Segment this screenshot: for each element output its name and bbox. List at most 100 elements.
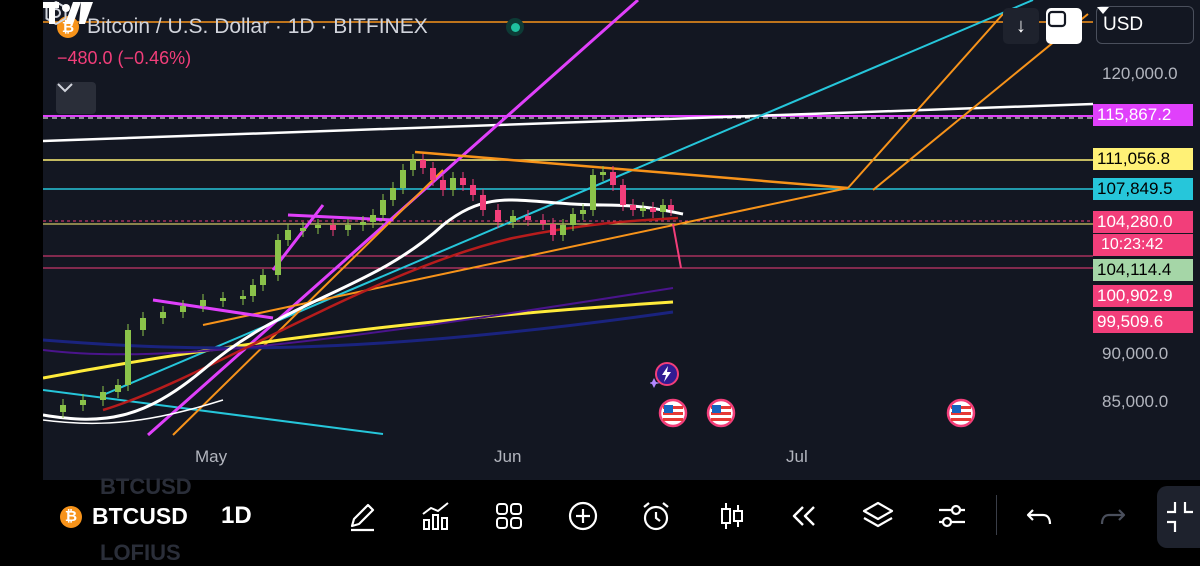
redo-button[interactable] (1095, 498, 1131, 534)
price-change: −480.0 (−0.46%) (57, 48, 192, 68)
indicators-button[interactable] (418, 498, 454, 534)
arrow-down-icon: ↓ (1016, 14, 1026, 37)
collapse-legend-button[interactable] (56, 82, 96, 114)
currency-select[interactable]: USD (1096, 6, 1194, 44)
candle-body (450, 178, 456, 190)
time-axis-label: Jun (494, 447, 522, 466)
price-tag-red[interactable]: 100,902.9 (1093, 285, 1193, 307)
undo-button[interactable] (1021, 498, 1057, 534)
symbol-search-button[interactable]: ₿ BTCUSD (60, 503, 192, 530)
candle-body (285, 230, 291, 240)
candle-body (590, 175, 596, 210)
price-tag-cyan[interactable]: 107,849.5 (1093, 178, 1193, 200)
price-axis-label: 85,000.0 (1102, 392, 1169, 411)
candle-body (525, 216, 531, 220)
candle-body (560, 225, 566, 235)
candle-body (495, 210, 501, 222)
candle-body (640, 208, 646, 211)
candle-body (570, 214, 576, 225)
candle-body (240, 296, 246, 299)
candle-body (125, 330, 131, 385)
candle-body (480, 195, 486, 210)
candle-body (540, 220, 546, 224)
scrolling-ticker-ghost: LOFIUS (100, 540, 181, 565)
candle-body (260, 275, 266, 285)
candle-body (140, 318, 146, 330)
candle-body (315, 225, 321, 228)
toolbar-divider (996, 495, 997, 535)
rewind-icon (792, 506, 815, 526)
add-button[interactable] (565, 498, 601, 534)
price-tag-magenta[interactable]: 115,867.2 (1093, 104, 1193, 126)
fullscreen-icon (1047, 10, 1067, 28)
tradingview-logo (43, 2, 93, 24)
replay-button[interactable] (786, 498, 822, 534)
symbol-title-row[interactable]: ₿ Bitcoin / U.S. Dollar · 1D · BITFINEX (57, 13, 428, 41)
lightning-event-icon[interactable] (650, 360, 680, 390)
chart-canvas[interactable] (43, 0, 1200, 480)
indicators-icon (422, 502, 449, 530)
alerts-button[interactable] (638, 498, 674, 534)
expand-icon (1167, 502, 1193, 532)
candle-body (460, 178, 466, 185)
candle-body (345, 225, 351, 230)
add-icon (568, 501, 598, 531)
currency-value: USD (1103, 14, 1144, 35)
apps-button[interactable] (491, 498, 527, 534)
scroll-to-latest-button[interactable]: ↓ (1003, 8, 1039, 44)
candle-body (200, 300, 206, 306)
candle-body (630, 205, 636, 210)
chevron-down-icon (57, 83, 73, 93)
candle-body (100, 392, 106, 400)
interval-button[interactable]: 1D (221, 502, 252, 529)
us-flag-event-icon[interactable] (658, 398, 688, 428)
candle-body (300, 228, 306, 231)
last-price-tag[interactable]: 104,280.0 (1093, 211, 1193, 233)
candle-body (470, 185, 476, 195)
price-chart[interactable]: ₿ Bitcoin / U.S. Dollar · 1D · BITFINEX … (43, 0, 1200, 480)
layers-icon (862, 501, 894, 528)
alarm-clock-icon (643, 502, 669, 531)
settings-button[interactable] (934, 498, 970, 534)
candle-body (550, 224, 556, 235)
candle-body (440, 180, 446, 190)
time-axis-label: May (195, 447, 228, 466)
candle-body (660, 205, 666, 212)
candle-body (650, 208, 656, 212)
sliders-icon (939, 504, 965, 528)
candle-body (160, 312, 166, 318)
expand-panel-button[interactable] (1157, 486, 1200, 548)
symbol-title[interactable]: Bitcoin / U.S. Dollar · 1D · BITFINEX (87, 15, 428, 38)
candle-body (510, 216, 516, 222)
candlestick-icon (721, 503, 743, 529)
candle-body (390, 188, 396, 200)
redo-icon (1100, 509, 1126, 525)
chevron-down-icon (1097, 7, 1109, 14)
us-flag-event-icon[interactable] (706, 398, 736, 428)
layers-button[interactable] (860, 498, 896, 534)
price-tag-green[interactable]: 104,114.4 (1093, 259, 1193, 281)
left-edge-strip (0, 0, 43, 480)
candle-body (430, 168, 436, 180)
candle-body (420, 160, 426, 168)
candle-body (620, 185, 626, 205)
fullscreen-button[interactable] (1046, 8, 1082, 44)
price-tag-red[interactable]: 99,509.6 (1093, 311, 1193, 333)
candle-body (275, 240, 281, 275)
candle-body (330, 225, 336, 230)
us-flag-event-icon[interactable] (946, 398, 976, 428)
market-status-indicator[interactable] (506, 18, 524, 36)
candle-body (580, 210, 586, 214)
bitcoin-logo-icon: ₿ (60, 505, 82, 528)
candle-body (380, 200, 386, 215)
candle-body (250, 285, 256, 296)
chart-type-button[interactable] (714, 498, 750, 534)
draw-tool-button[interactable] (344, 498, 380, 534)
bar-countdown: 10:23:42 (1093, 234, 1193, 256)
candle-body (610, 172, 616, 185)
price-axis-label: 90,000.0 (1102, 344, 1169, 363)
scrolling-ticker-ghost: BTCUSD (100, 474, 192, 499)
price-tag-yellow[interactable]: 111,056.8 (1093, 148, 1193, 170)
candle-body (410, 160, 416, 170)
undo-icon (1026, 509, 1052, 525)
